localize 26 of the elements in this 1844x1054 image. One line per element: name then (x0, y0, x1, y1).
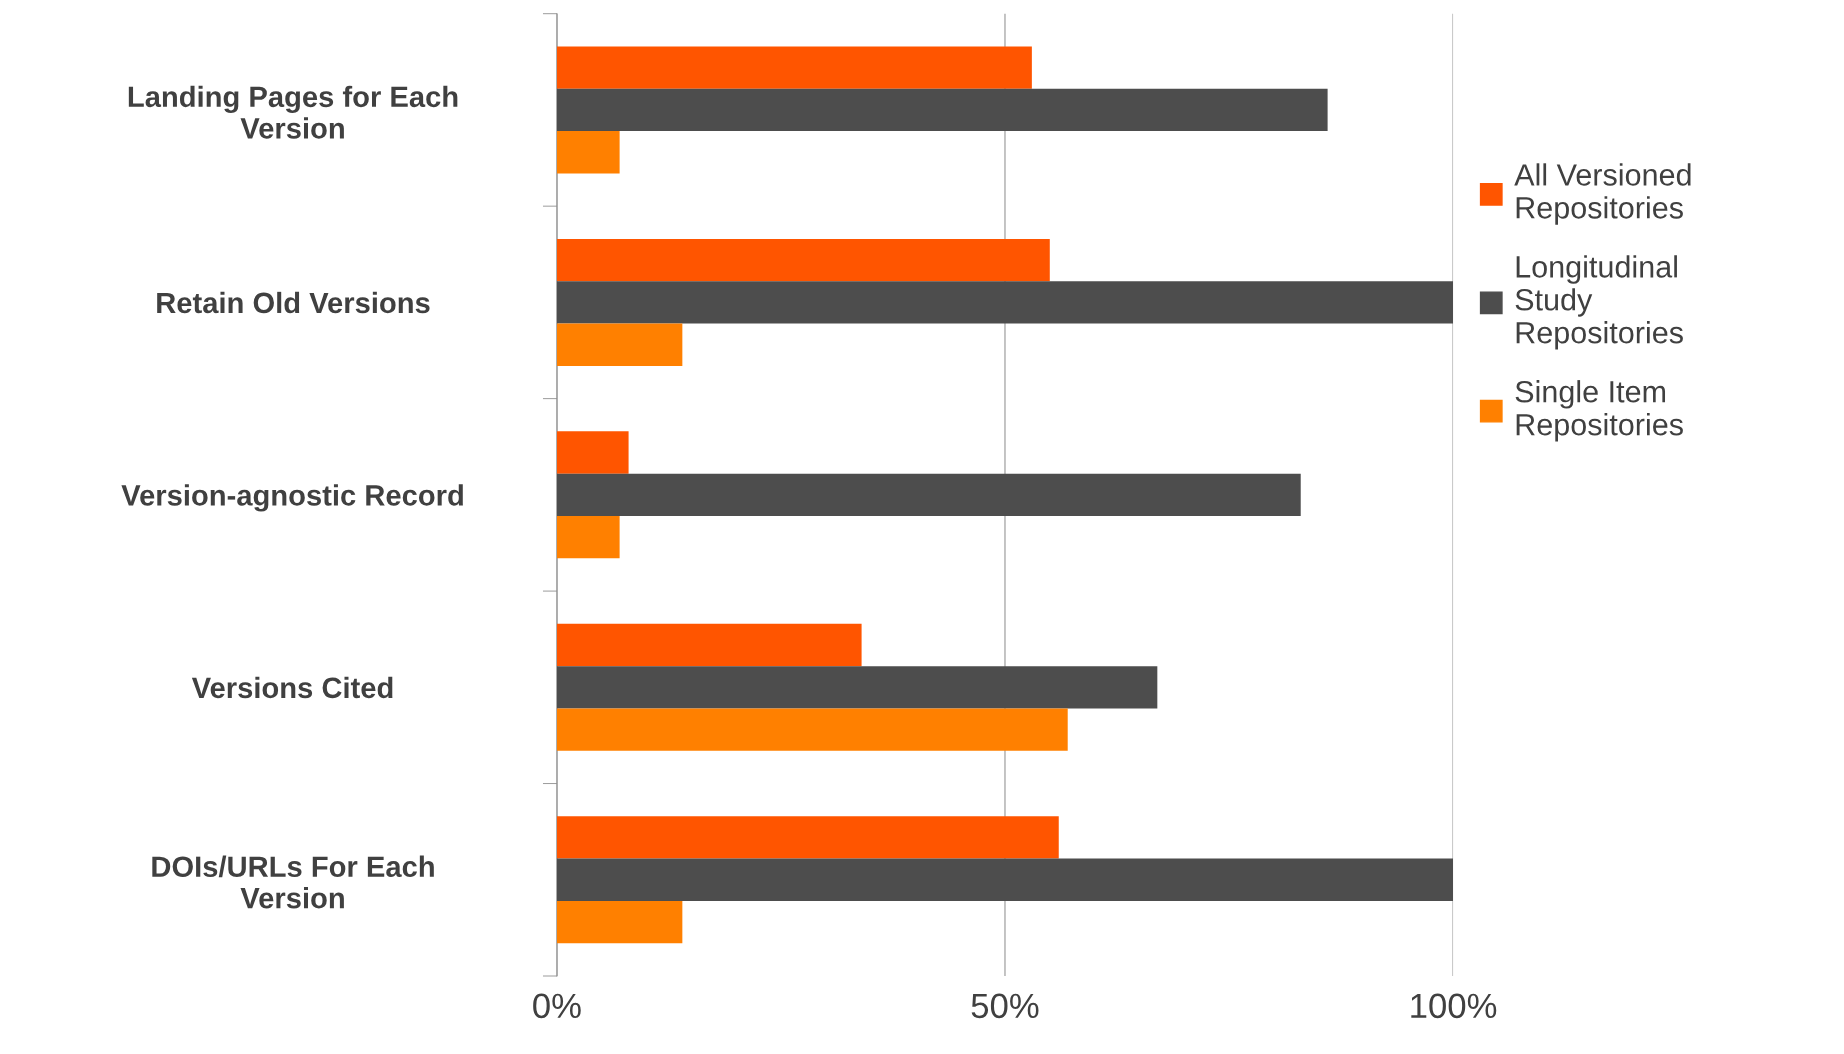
legend-label: Single Item Repositories (1515, 380, 1683, 442)
bar (556, 431, 629, 474)
bar (556, 473, 1301, 517)
y-tick-label: Version-agnostic Record (121, 484, 463, 512)
bar (556, 88, 1328, 132)
bar (556, 131, 620, 174)
y-tick-label: Landing Pages for Each Version (128, 85, 458, 139)
bar (556, 666, 1158, 709)
legend-label: Longitudinal Study Repositories (1515, 255, 1683, 350)
bar (556, 708, 1068, 751)
bar (556, 816, 1059, 859)
bar (556, 281, 1454, 324)
x-tick-label: 50% (971, 993, 1039, 1019)
y-tick-label: Retain Old Versions (157, 291, 430, 314)
bar (556, 516, 620, 559)
legend-label: All Versioned Repositories (1514, 163, 1691, 225)
y-tick-label: Versions Cited (191, 676, 393, 699)
x-tick-label: 0% (533, 993, 581, 1019)
bar (556, 900, 683, 944)
y-tick-label: DOIs/URLs For Each Version (152, 855, 434, 909)
bar (556, 46, 1032, 89)
bar (556, 238, 1050, 282)
bar (556, 858, 1454, 901)
bar (556, 323, 683, 366)
x-tick-label: 100% (1411, 993, 1497, 1019)
bar (556, 623, 862, 667)
